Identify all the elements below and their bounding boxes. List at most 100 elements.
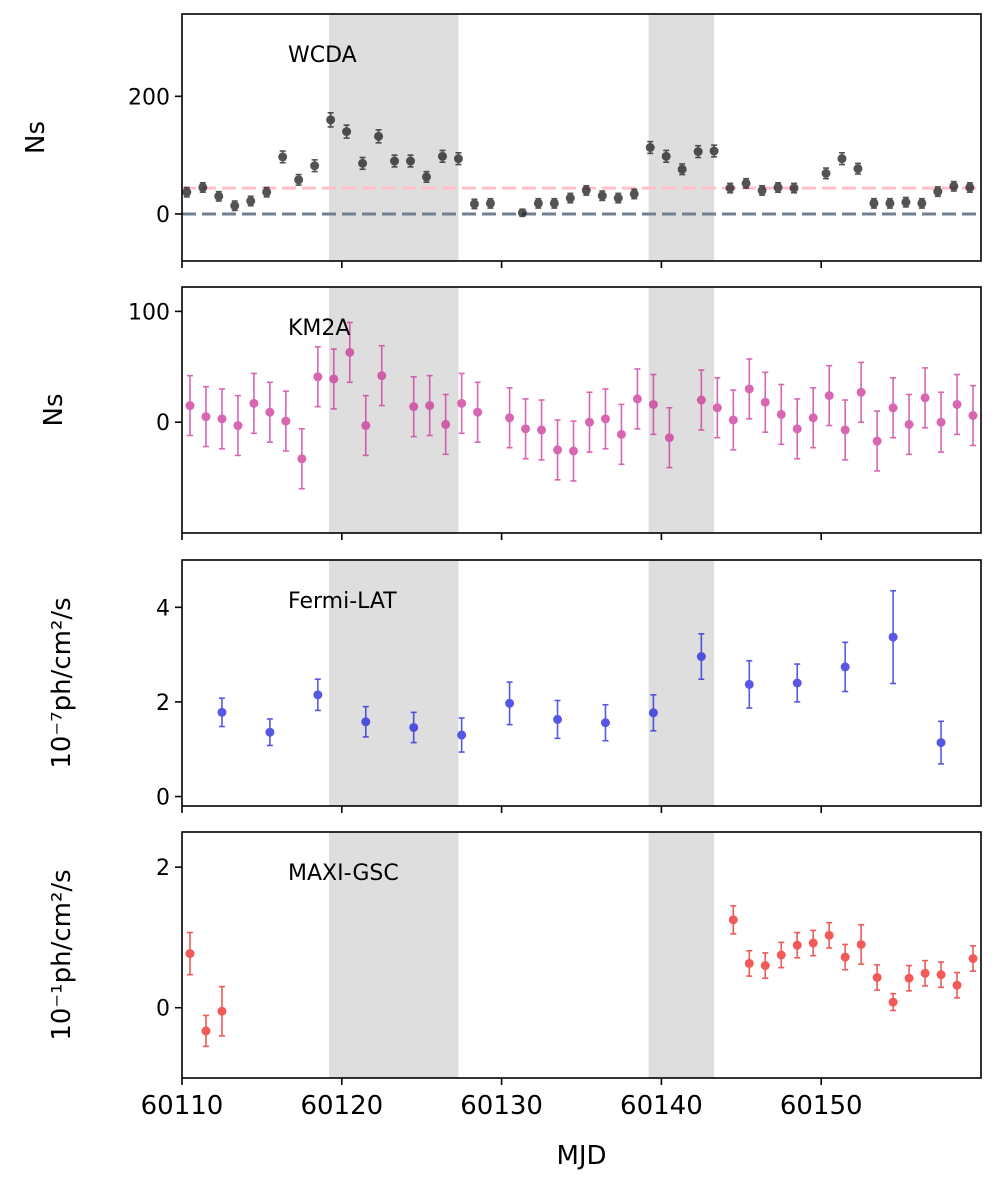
data-point [696, 369, 706, 431]
shaded-region [329, 832, 459, 1078]
marker [760, 397, 770, 407]
data-point [936, 391, 946, 453]
data-point [872, 410, 882, 472]
marker [677, 164, 687, 174]
marker [904, 973, 914, 983]
data-point [757, 184, 767, 196]
data-point [313, 678, 323, 712]
panel-label: Fermi-LAT [288, 589, 397, 614]
marker [920, 968, 930, 978]
marker [837, 154, 847, 164]
marker [597, 191, 607, 201]
data-point [329, 348, 339, 410]
panel-km2a: 0 100 KM2A Ns [39, 286, 982, 540]
data-point [517, 208, 527, 218]
data-point [949, 180, 959, 192]
data-point [217, 697, 227, 728]
data-point [441, 393, 451, 456]
data-point [533, 197, 543, 209]
marker [265, 727, 275, 737]
data-point [409, 375, 419, 438]
marker [409, 722, 419, 732]
marker [214, 191, 224, 201]
data-point [565, 192, 575, 204]
marker [981, 171, 990, 180]
marker [757, 185, 767, 195]
marker [329, 374, 339, 384]
data-point [198, 181, 208, 193]
marker [968, 411, 978, 421]
shaded-region [329, 14, 459, 261]
data-point [230, 200, 240, 212]
data-point [840, 641, 850, 693]
data-point [645, 140, 655, 155]
data-point [182, 186, 192, 198]
marker [760, 961, 770, 971]
marker [565, 193, 575, 203]
marker [201, 1026, 211, 1036]
marker [217, 414, 227, 424]
marker [616, 429, 626, 439]
marker [776, 950, 786, 960]
data-point [185, 374, 195, 437]
marker [840, 662, 850, 672]
marker [361, 421, 371, 431]
data-point [265, 381, 275, 443]
marker [361, 717, 371, 727]
marker [744, 384, 754, 394]
data-point [597, 190, 607, 202]
y-tick-label: 200 [128, 85, 170, 110]
x-tick-label: 60150 [780, 1091, 863, 1121]
shaded-region [648, 560, 715, 806]
data-point [872, 964, 882, 991]
data-point [792, 663, 802, 703]
data-point [217, 388, 227, 450]
marker [600, 718, 610, 728]
marker [358, 158, 368, 168]
marker [278, 152, 288, 162]
marker [505, 413, 515, 423]
plot-area-fermi [217, 560, 946, 806]
data-point [936, 720, 946, 765]
data-point [840, 943, 850, 971]
data-point [693, 144, 703, 159]
marker [824, 391, 834, 401]
data-point [952, 971, 962, 999]
marker [872, 436, 882, 446]
data-point [821, 167, 831, 180]
marker [473, 407, 483, 417]
shaded-region [648, 14, 715, 261]
data-point [965, 181, 975, 193]
marker [885, 198, 895, 208]
marker [888, 403, 898, 413]
marker [230, 201, 240, 211]
data-point [888, 992, 898, 1012]
marker [965, 182, 975, 192]
marker [265, 407, 275, 417]
data-point [920, 959, 930, 987]
data-point [616, 403, 626, 466]
data-point [632, 368, 642, 430]
marker [856, 387, 866, 397]
marker [409, 402, 419, 412]
marker [521, 424, 531, 434]
data-point [185, 931, 195, 976]
marker [856, 939, 866, 949]
data-point [374, 129, 384, 144]
marker [297, 454, 307, 464]
data-point [201, 1014, 211, 1048]
data-point [326, 112, 336, 128]
marker [648, 708, 658, 718]
marker [629, 189, 639, 199]
data-point [345, 321, 355, 384]
marker [936, 738, 946, 748]
data-point [553, 699, 563, 740]
marker [808, 938, 818, 948]
data-point [853, 162, 863, 175]
marker [888, 997, 898, 1007]
data-point [469, 198, 479, 210]
marker [457, 398, 467, 408]
marker [789, 183, 799, 193]
data-point [856, 361, 866, 423]
